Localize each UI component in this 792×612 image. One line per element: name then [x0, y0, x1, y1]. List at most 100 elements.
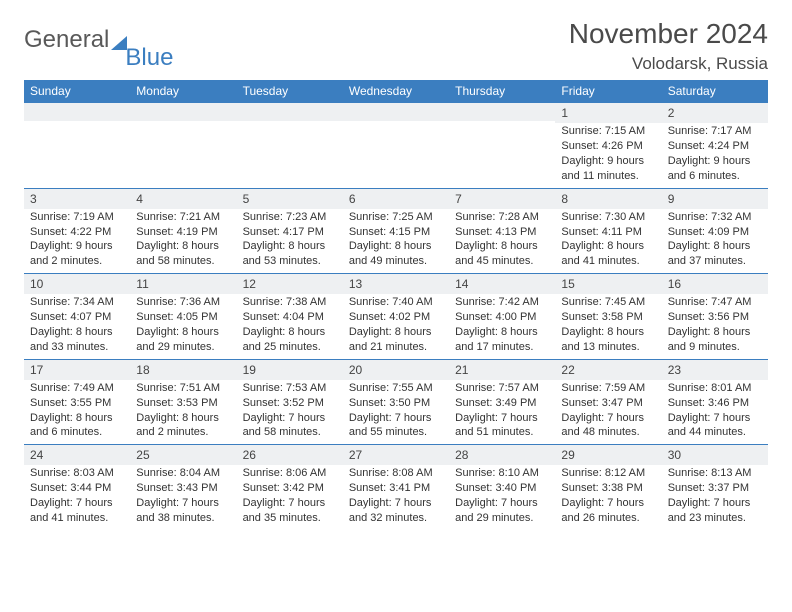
daylight-text: Daylight: 8 hours and 25 minutes.: [243, 325, 337, 355]
day-body: Sunrise: 7:49 AMSunset: 3:55 PMDaylight:…: [24, 380, 130, 444]
day-number: 22: [555, 360, 661, 380]
brand-main: General: [24, 26, 109, 54]
sunrise-text: Sunrise: 7:15 AM: [561, 124, 655, 139]
day-cell: 15Sunrise: 7:45 AMSunset: 3:58 PMDayligh…: [555, 274, 661, 359]
weekday-header: Thursday: [449, 80, 555, 102]
daylight-text: Daylight: 8 hours and 33 minutes.: [30, 325, 124, 355]
sunrise-text: Sunrise: 7:55 AM: [349, 381, 443, 396]
daylight-text: Daylight: 8 hours and 13 minutes.: [561, 325, 655, 355]
day-body: Sunrise: 8:06 AMSunset: 3:42 PMDaylight:…: [237, 465, 343, 529]
sunrise-text: Sunrise: 7:59 AM: [561, 381, 655, 396]
daylight-text: Daylight: 8 hours and 37 minutes.: [668, 239, 762, 269]
sunset-text: Sunset: 3:50 PM: [349, 396, 443, 411]
day-number: 6: [343, 189, 449, 209]
day-number: 14: [449, 274, 555, 294]
daylight-text: Daylight: 9 hours and 6 minutes.: [668, 154, 762, 184]
sunrise-text: Sunrise: 7:53 AM: [243, 381, 337, 396]
sunset-text: Sunset: 3:42 PM: [243, 481, 337, 496]
weekday-header: Monday: [130, 80, 236, 102]
day-number: 29: [555, 445, 661, 465]
sunrise-text: Sunrise: 8:10 AM: [455, 466, 549, 481]
calendar-page: General Blue November 2024 Volodarsk, Ru…: [0, 0, 792, 530]
sunrise-text: Sunrise: 7:47 AM: [668, 295, 762, 310]
day-body: Sunrise: 8:13 AMSunset: 3:37 PMDaylight:…: [662, 465, 768, 529]
day-number: 20: [343, 360, 449, 380]
sunset-text: Sunset: 4:02 PM: [349, 310, 443, 325]
daylight-text: Daylight: 8 hours and 45 minutes.: [455, 239, 549, 269]
weekday-header: Friday: [555, 80, 661, 102]
day-cell-empty: [449, 103, 555, 188]
daylight-text: Daylight: 7 hours and 38 minutes.: [136, 496, 230, 526]
daylight-text: Daylight: 7 hours and 44 minutes.: [668, 411, 762, 441]
daylight-text: Daylight: 7 hours and 41 minutes.: [30, 496, 124, 526]
day-cell: 21Sunrise: 7:57 AMSunset: 3:49 PMDayligh…: [449, 360, 555, 445]
day-body: Sunrise: 7:23 AMSunset: 4:17 PMDaylight:…: [237, 209, 343, 273]
sunrise-text: Sunrise: 8:13 AM: [668, 466, 762, 481]
sunrise-text: Sunrise: 7:57 AM: [455, 381, 549, 396]
day-body: Sunrise: 7:32 AMSunset: 4:09 PMDaylight:…: [662, 209, 768, 273]
day-number: 19: [237, 360, 343, 380]
day-number: 25: [130, 445, 236, 465]
sunset-text: Sunset: 3:40 PM: [455, 481, 549, 496]
day-cell: 4Sunrise: 7:21 AMSunset: 4:19 PMDaylight…: [130, 189, 236, 274]
day-cell: 19Sunrise: 7:53 AMSunset: 3:52 PMDayligh…: [237, 360, 343, 445]
sunset-text: Sunset: 4:07 PM: [30, 310, 124, 325]
daylight-text: Daylight: 7 hours and 35 minutes.: [243, 496, 337, 526]
day-cell: 2Sunrise: 7:17 AMSunset: 4:24 PMDaylight…: [662, 103, 768, 188]
day-number: 16: [662, 274, 768, 294]
day-body: [130, 121, 236, 126]
daylight-text: Daylight: 9 hours and 2 minutes.: [30, 239, 124, 269]
sunset-text: Sunset: 3:52 PM: [243, 396, 337, 411]
day-number: 30: [662, 445, 768, 465]
daylight-text: Daylight: 8 hours and 21 minutes.: [349, 325, 443, 355]
day-cell: 28Sunrise: 8:10 AMSunset: 3:40 PMDayligh…: [449, 445, 555, 530]
daylight-text: Daylight: 7 hours and 58 minutes.: [243, 411, 337, 441]
day-cell: 1Sunrise: 7:15 AMSunset: 4:26 PMDaylight…: [555, 103, 661, 188]
day-body: Sunrise: 8:03 AMSunset: 3:44 PMDaylight:…: [24, 465, 130, 529]
sunset-text: Sunset: 4:11 PM: [561, 225, 655, 240]
daylight-text: Daylight: 7 hours and 51 minutes.: [455, 411, 549, 441]
day-number: 27: [343, 445, 449, 465]
sunrise-text: Sunrise: 8:04 AM: [136, 466, 230, 481]
sunrise-text: Sunrise: 7:32 AM: [668, 210, 762, 225]
day-number: [449, 103, 555, 121]
day-body: [449, 121, 555, 126]
brand-sub: Blue: [125, 44, 173, 72]
day-number: 9: [662, 189, 768, 209]
sunset-text: Sunset: 4:17 PM: [243, 225, 337, 240]
daylight-text: Daylight: 8 hours and 49 minutes.: [349, 239, 443, 269]
sunrise-text: Sunrise: 8:01 AM: [668, 381, 762, 396]
day-number: 15: [555, 274, 661, 294]
daylight-text: Daylight: 8 hours and 58 minutes.: [136, 239, 230, 269]
sunrise-text: Sunrise: 7:21 AM: [136, 210, 230, 225]
day-body: Sunrise: 7:30 AMSunset: 4:11 PMDaylight:…: [555, 209, 661, 273]
day-cell: 14Sunrise: 7:42 AMSunset: 4:00 PMDayligh…: [449, 274, 555, 359]
day-cell: 16Sunrise: 7:47 AMSunset: 3:56 PMDayligh…: [662, 274, 768, 359]
daylight-text: Daylight: 7 hours and 55 minutes.: [349, 411, 443, 441]
day-number: 11: [130, 274, 236, 294]
day-cell: 10Sunrise: 7:34 AMSunset: 4:07 PMDayligh…: [24, 274, 130, 359]
day-cell: 26Sunrise: 8:06 AMSunset: 3:42 PMDayligh…: [237, 445, 343, 530]
sunrise-text: Sunrise: 7:19 AM: [30, 210, 124, 225]
day-body: Sunrise: 7:40 AMSunset: 4:02 PMDaylight:…: [343, 294, 449, 358]
day-number: 1: [555, 103, 661, 123]
sunset-text: Sunset: 4:09 PM: [668, 225, 762, 240]
sunrise-text: Sunrise: 8:03 AM: [30, 466, 124, 481]
daylight-text: Daylight: 7 hours and 32 minutes.: [349, 496, 443, 526]
sunset-text: Sunset: 3:53 PM: [136, 396, 230, 411]
day-body: Sunrise: 7:57 AMSunset: 3:49 PMDaylight:…: [449, 380, 555, 444]
day-number: 17: [24, 360, 130, 380]
day-body: Sunrise: 7:45 AMSunset: 3:58 PMDaylight:…: [555, 294, 661, 358]
day-number: 10: [24, 274, 130, 294]
day-cell-empty: [343, 103, 449, 188]
day-body: Sunrise: 7:42 AMSunset: 4:00 PMDaylight:…: [449, 294, 555, 358]
sunrise-text: Sunrise: 8:12 AM: [561, 466, 655, 481]
day-cell: 11Sunrise: 7:36 AMSunset: 4:05 PMDayligh…: [130, 274, 236, 359]
daylight-text: Daylight: 7 hours and 26 minutes.: [561, 496, 655, 526]
sunrise-text: Sunrise: 7:40 AM: [349, 295, 443, 310]
day-body: Sunrise: 8:01 AMSunset: 3:46 PMDaylight:…: [662, 380, 768, 444]
daylight-text: Daylight: 8 hours and 53 minutes.: [243, 239, 337, 269]
sunset-text: Sunset: 4:15 PM: [349, 225, 443, 240]
daylight-text: Daylight: 8 hours and 9 minutes.: [668, 325, 762, 355]
day-number: 26: [237, 445, 343, 465]
